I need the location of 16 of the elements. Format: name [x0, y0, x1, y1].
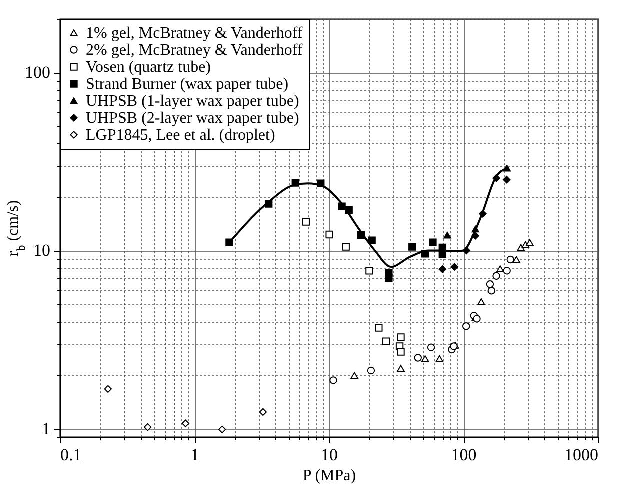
legend-label: Vosen (quartz tube) [86, 59, 211, 76]
y-tick-label: 1 [42, 419, 50, 438]
legend-label: LGP1845, Lee et al. (droplet) [86, 127, 276, 144]
y-tick-label: 100 [25, 63, 50, 82]
x-axis-title: P (MPa) [302, 468, 356, 484]
legend-label: 1% gel, McBratney & Vanderhoff [86, 25, 304, 42]
x-tick-label: 1000 [564, 446, 598, 464]
x-tick-label: 10 [321, 446, 338, 464]
legend-label: UHPSB (2-layer wax paper tube) [86, 110, 300, 127]
legend-label: 2% gel, McBratney & Vanderhoff [86, 42, 304, 59]
legend-label: UHPSB (1-layer wax paper tube) [86, 93, 300, 110]
x-tick-label: 100 [451, 446, 477, 464]
legend-label: Strand Burner (wax paper tube) [86, 76, 289, 93]
y-tick-label: 10 [34, 241, 50, 260]
x-tick-label: 1 [190, 446, 200, 464]
x-tick-label: 0.1 [60, 446, 82, 464]
